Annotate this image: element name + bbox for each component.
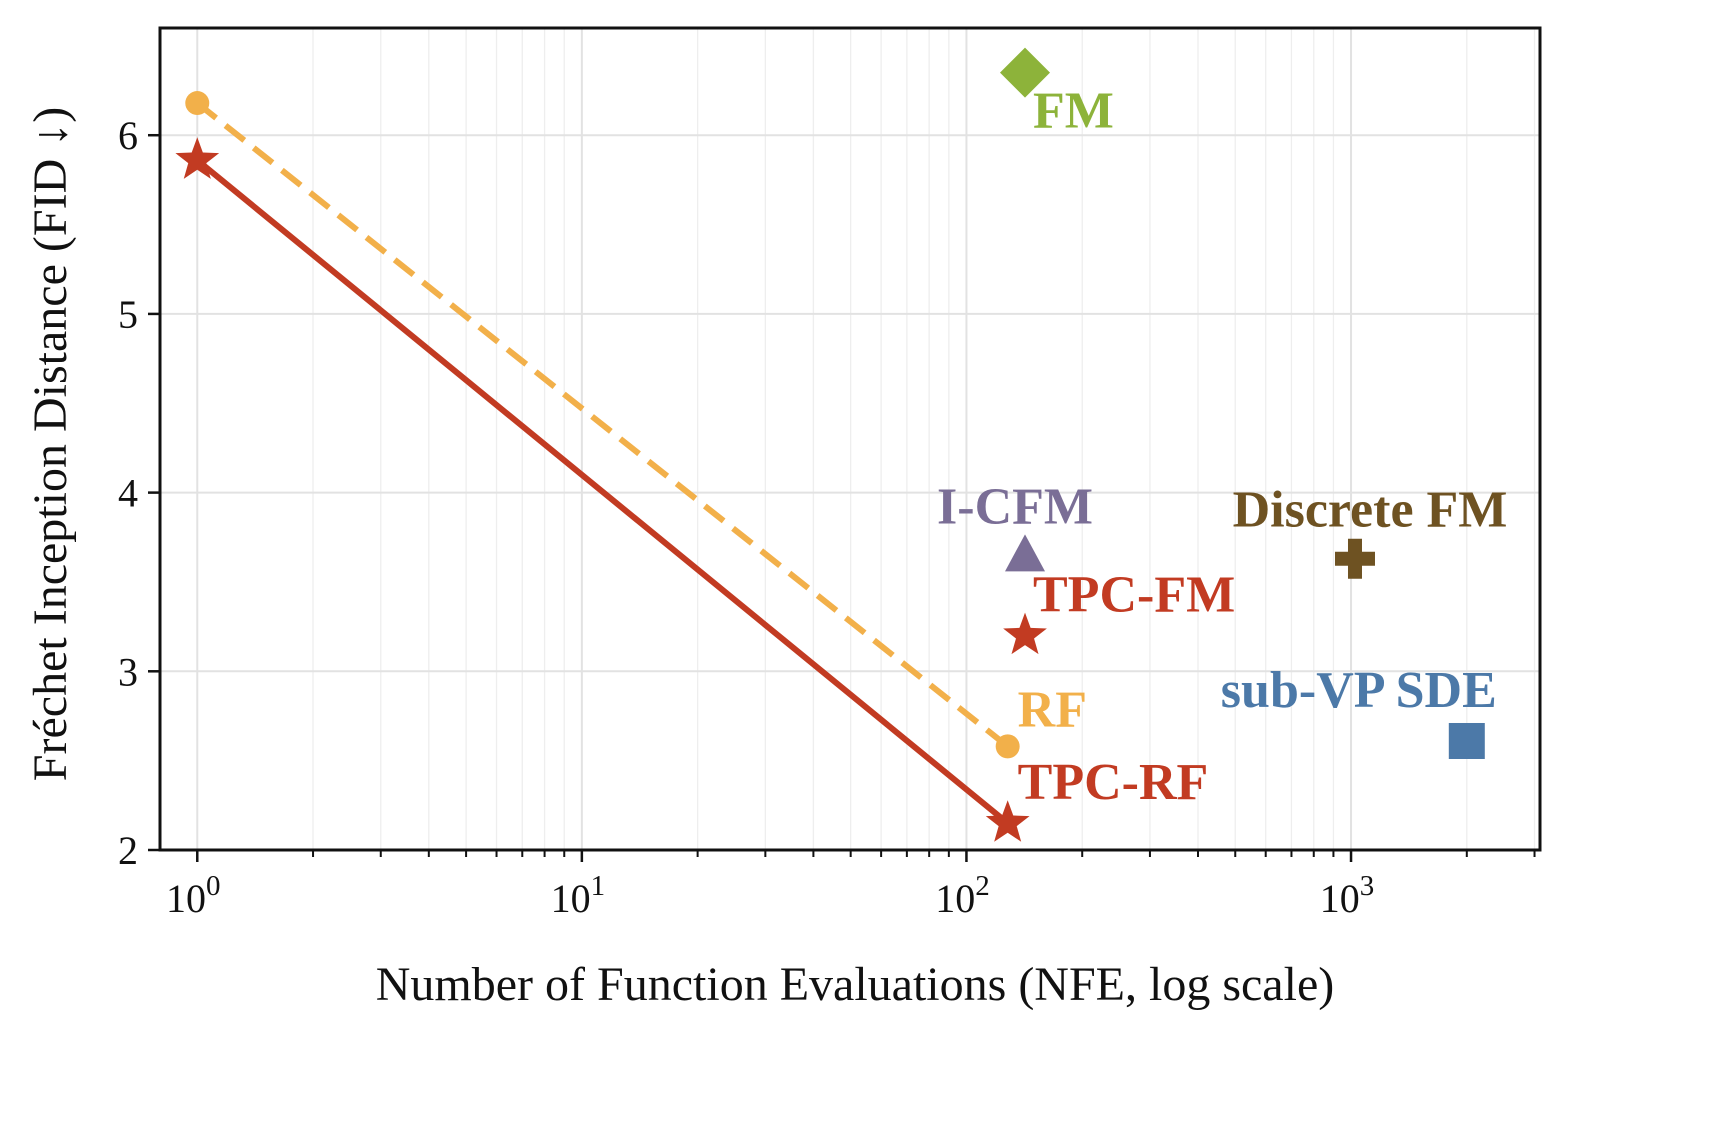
y-tick-label: 3 (118, 649, 138, 694)
point-sub-vp-sde (1448, 722, 1485, 759)
x-tick-label: 101 (551, 870, 606, 921)
x-axis-label: Number of Function Evaluations (NFE, log… (376, 958, 1334, 1011)
point-discrete-fm (1334, 538, 1375, 579)
y-tick-label: 4 (118, 471, 138, 516)
y-tick-label: 6 (118, 113, 138, 158)
x-tick-label: 100 (166, 870, 221, 921)
points-layer (1000, 47, 1485, 759)
annotation-rf: RF (1018, 681, 1087, 738)
annotation-sub-vp-sde: sub-VP SDE (1221, 662, 1497, 719)
annotations: FM I-CFM TPC-FM Discrete FM sub-VP SDE RF TPC-… (937, 83, 1507, 812)
annotation-discrete-fm: Discrete FM (1233, 482, 1508, 539)
x-tick-label: 102 (935, 870, 990, 921)
y-tick-label: 5 (118, 292, 138, 337)
series-marker-rf (995, 734, 1020, 759)
y-tick-label: 2 (118, 828, 138, 873)
point-fm (1000, 47, 1051, 98)
series-line-rf (195, 100, 1010, 749)
y-axis-label: Fréchet Inception Distance (FID ↓) (24, 107, 77, 781)
annotation-tpc-fm: TPC-FM (1033, 567, 1235, 624)
axis-ticks: 100 101 102 103 2 3 4 5 6 (118, 113, 1536, 921)
series-marker-rf (185, 91, 210, 116)
grid (160, 28, 1540, 851)
point-i-cfm (1005, 534, 1046, 572)
series-marker-tpc-rf (985, 800, 1030, 842)
series-layer (175, 91, 1030, 842)
annotation-fm: FM (1033, 83, 1114, 140)
point-tpc-fm (1003, 612, 1047, 655)
x-tick-label: 103 (1320, 870, 1375, 921)
annotation-tpc-rf: TPC-RF (1018, 754, 1209, 811)
series-marker-tpc-rf (175, 137, 220, 179)
series-line-tpc-rf (195, 157, 1010, 826)
annotation-i-cfm: I-CFM (937, 478, 1093, 535)
